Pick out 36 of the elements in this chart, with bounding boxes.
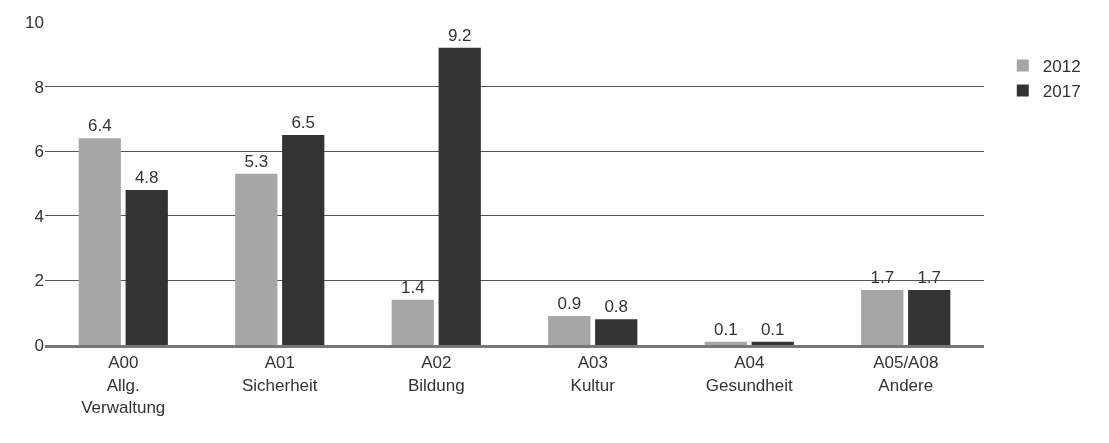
- data-label: 0.8: [604, 297, 629, 317]
- bar: [595, 319, 638, 345]
- bar: [548, 315, 591, 345]
- x-tick-label: A01 Sicherheit: [241, 353, 318, 395]
- bar: [704, 341, 747, 345]
- bar: [125, 189, 168, 345]
- bar: [78, 138, 121, 345]
- x-tick-label: A00 Allg. Verwaltung: [81, 353, 166, 417]
- y-tick-label: 10: [25, 12, 44, 32]
- bar: [438, 47, 481, 345]
- data-label: 0.9: [557, 293, 582, 313]
- x-tick-label: A03 Kultur: [570, 353, 616, 395]
- bar: [282, 135, 325, 345]
- x-tick-label: A02 Bildung: [407, 353, 465, 395]
- data-label: 4.8: [134, 167, 159, 187]
- data-label: 0.1: [713, 319, 738, 339]
- y-tick-label: 2: [34, 271, 44, 291]
- legend-label: 2017: [1042, 82, 1081, 102]
- y-tick-label: 0: [34, 335, 44, 355]
- bar: [861, 290, 904, 345]
- bar: [235, 173, 278, 345]
- data-label: 9.2: [447, 25, 472, 45]
- data-label: 0.1: [760, 319, 785, 339]
- y-tick-label: 6: [34, 142, 44, 162]
- bar: [751, 341, 794, 345]
- y-tick-label: 8: [34, 77, 44, 97]
- bar: [391, 299, 434, 345]
- y-tick-label: 4: [34, 206, 44, 226]
- data-label: 1.4: [400, 277, 425, 297]
- data-label: 5.3: [244, 151, 269, 171]
- bar: [908, 290, 951, 345]
- legend-label: 2012: [1042, 57, 1081, 77]
- data-label: 6.5: [291, 113, 316, 133]
- x-tick-label: A04 Gesundheit: [705, 353, 793, 395]
- x-tick-label: A05/A08 Andere: [873, 353, 939, 395]
- data-label: 6.4: [87, 116, 112, 136]
